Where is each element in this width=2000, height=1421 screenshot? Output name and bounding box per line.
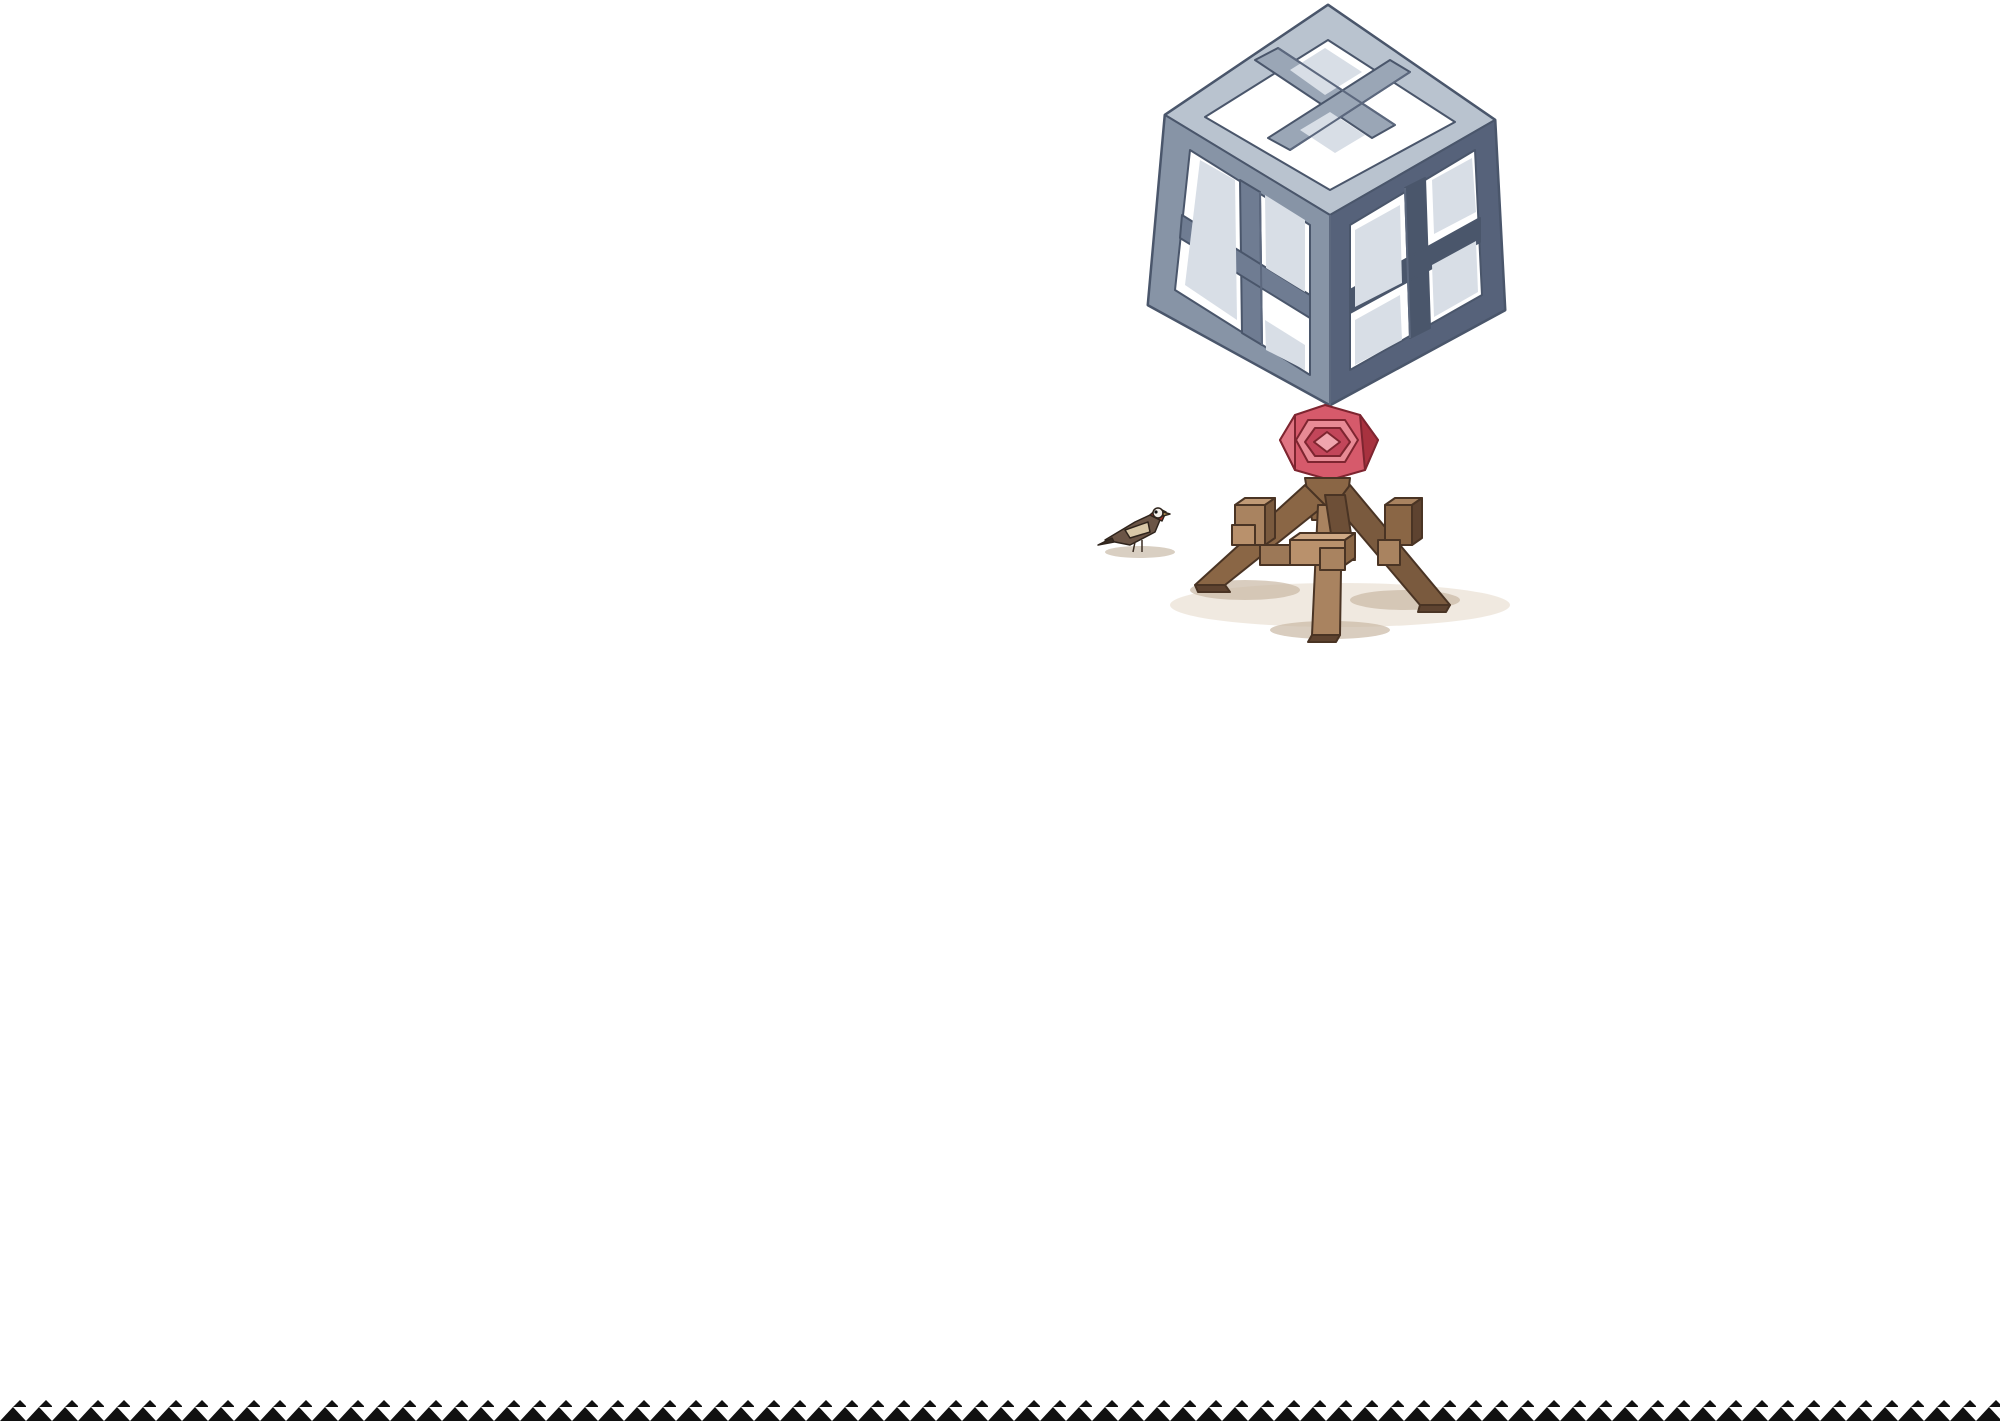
lattice-cube: [1146, 3, 1507, 407]
zigzag-border: [0, 1399, 2000, 1421]
wooden-stand: [1194, 477, 1451, 643]
red-crystal-knob: [1279, 404, 1379, 481]
small-bird: [1097, 507, 1171, 553]
